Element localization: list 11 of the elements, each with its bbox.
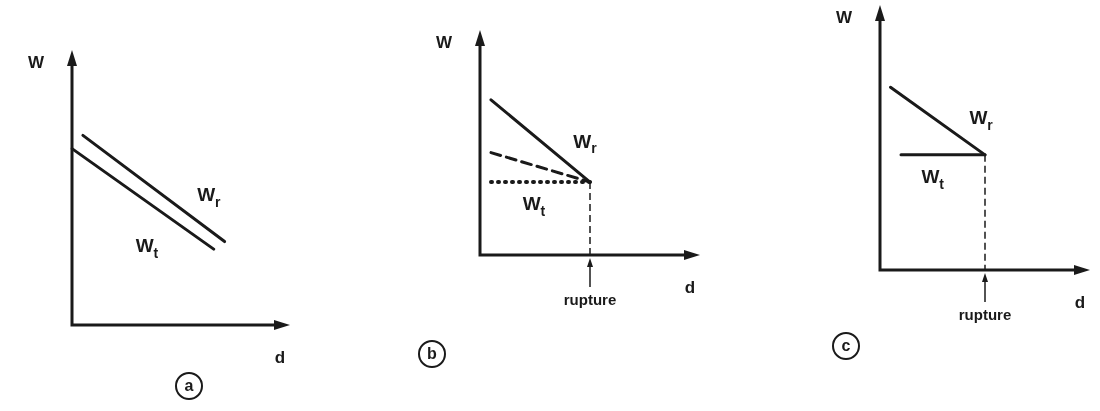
x-axis-title: d [684,278,696,297]
text: a [175,372,203,400]
text: rupture [957,306,1013,323]
text: c [832,332,860,360]
text: b [418,340,446,368]
text: rupture [562,291,618,308]
x-axis-title: d [1074,293,1086,312]
y-axis-title: W [27,53,45,72]
y-axis-title: W [835,8,853,27]
x-axis-title: d [274,348,286,367]
y-axis-title: W [435,33,453,52]
